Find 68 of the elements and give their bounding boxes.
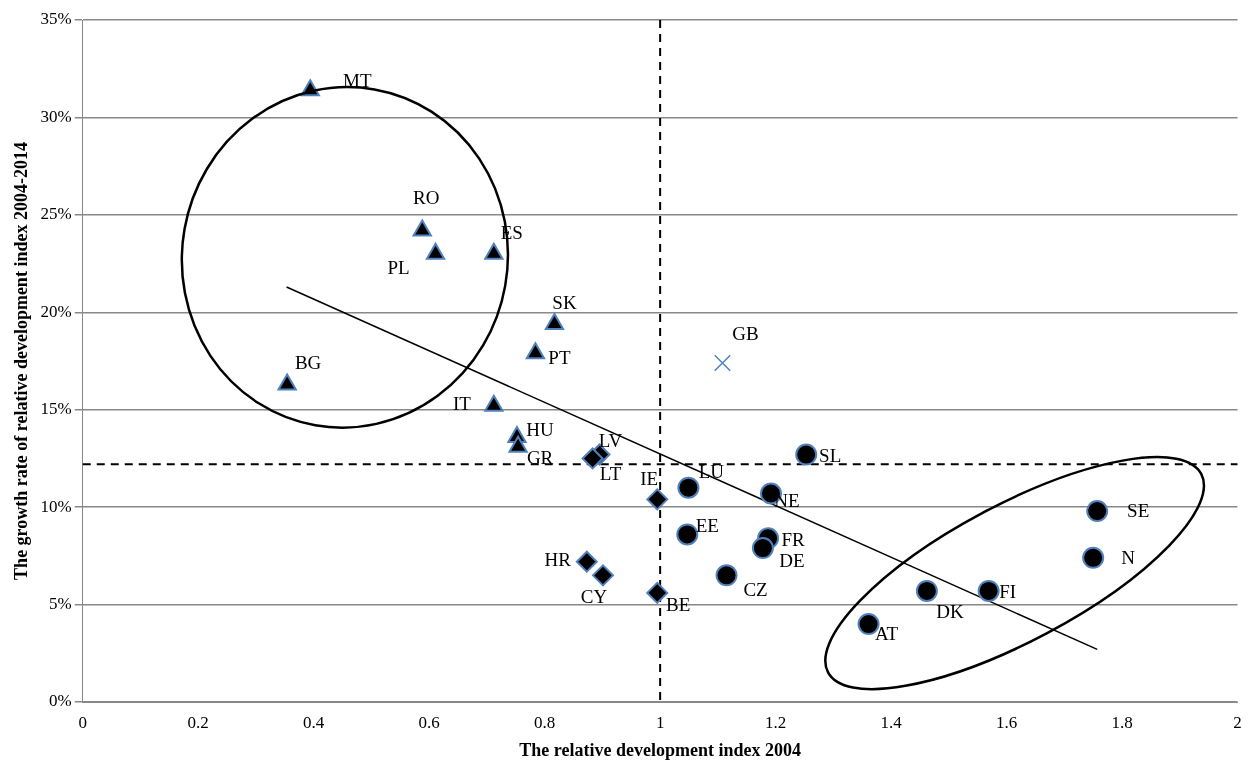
annotation: PL	[387, 256, 410, 278]
y-tick-label: 25%	[40, 204, 72, 224]
annotation: LV	[598, 429, 623, 451]
x-tick-label: 0.4	[303, 712, 325, 732]
point	[525, 342, 546, 360]
point	[677, 476, 700, 499]
annotation: FR	[781, 529, 806, 551]
point	[575, 550, 598, 573]
x-tick-label: 1.2	[764, 712, 787, 732]
point	[484, 394, 504, 412]
point	[751, 537, 774, 560]
x-tick-label: 0.2	[187, 712, 209, 732]
annotation: IT	[452, 392, 472, 414]
y-tick-label: 15%	[40, 399, 72, 419]
point	[277, 373, 297, 391]
y-tick-label: 30%	[40, 106, 72, 126]
point	[412, 219, 432, 237]
point	[915, 579, 938, 602]
point	[646, 488, 669, 511]
point	[1086, 500, 1109, 523]
annotation: PT	[548, 347, 571, 369]
x-tick-label: 1	[655, 712, 665, 732]
point	[425, 242, 446, 260]
point	[795, 443, 818, 466]
point	[591, 564, 614, 587]
annotation: HR	[544, 548, 572, 570]
y-tick-label: 5%	[49, 594, 72, 614]
annotation: CY	[580, 586, 608, 608]
point	[715, 564, 738, 587]
x-tick-label: 0	[78, 712, 88, 732]
x-tick-label: 0.8	[534, 712, 556, 732]
annotation: BE	[666, 593, 691, 615]
x-tick-label: 0.6	[418, 712, 440, 732]
y-tick-label: 10%	[40, 496, 72, 516]
annotation: DE	[779, 550, 805, 572]
point	[977, 579, 1000, 602]
x-tick-label: 2	[1233, 712, 1242, 732]
y-tick-label: 35%	[40, 9, 72, 29]
point	[713, 354, 732, 372]
point	[484, 242, 504, 260]
annotation: FI	[999, 580, 1017, 602]
x-tick-label: 1.8	[1111, 712, 1133, 732]
x-tick-label: 1.4	[880, 712, 903, 732]
point	[1082, 546, 1105, 569]
annotation: HU	[526, 418, 554, 440]
annotation: SE	[1127, 500, 1150, 522]
annotation: EE	[695, 515, 719, 537]
annotation: MT	[342, 70, 372, 92]
annotation: AT	[874, 623, 899, 645]
point	[544, 312, 565, 330]
annotation: SK	[552, 291, 577, 313]
point	[508, 435, 528, 453]
annotation: RO	[413, 187, 440, 209]
annotation: BG	[294, 352, 322, 374]
annotation: CZ	[743, 579, 768, 601]
x-axis-title: The relative development index 2004	[519, 739, 801, 760]
y-axis-title: The growth rate of relative development index 2004-2014	[11, 142, 32, 580]
x-tick-label: 1.6	[995, 712, 1018, 732]
annotation: GB	[732, 322, 759, 344]
annotation: LU	[698, 460, 725, 482]
annotation: SL	[819, 444, 842, 466]
y-tick-label: 0%	[49, 691, 72, 711]
annotation: DK	[936, 600, 964, 622]
y-tick-label: 20%	[40, 301, 72, 321]
annotation: LT	[599, 463, 622, 485]
annotation: N	[1121, 546, 1136, 568]
annotation: IE	[640, 468, 659, 490]
annotation: GR	[526, 446, 554, 468]
